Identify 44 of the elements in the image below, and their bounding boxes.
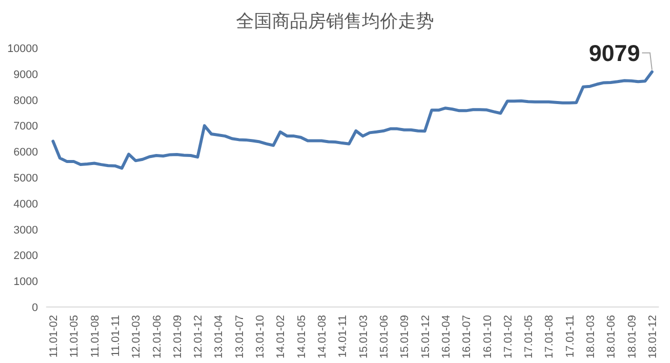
x-tick-label: 11.01-02: [48, 315, 60, 358]
x-tick-label: 11.01-08: [89, 315, 102, 358]
y-tick-label: 9000: [14, 68, 38, 81]
x-tick-label: 13.01-07: [234, 315, 246, 358]
x-tick-label: 13.01-10: [254, 315, 267, 358]
x-tick-label: 14.01-05: [296, 315, 308, 358]
x-tick-label: 14.01-11: [337, 315, 350, 358]
x-tick-label: 14.01-08: [316, 315, 329, 358]
x-tick-label: 18.01-06: [606, 315, 618, 358]
x-tick-label: 18.01-09: [626, 315, 638, 358]
annotation: 9079: [588, 40, 640, 66]
y-tick-label: 3000: [14, 224, 38, 236]
x-tick-label: 17.01-11: [564, 315, 576, 358]
x-tick-label: 15.01-12: [420, 315, 432, 358]
chart-title: 全国商品房销售均价走势: [236, 11, 434, 31]
y-tick-label: 5000: [14, 172, 38, 184]
x-tick-label: 17.01-02: [502, 315, 514, 358]
x-tick-label: 18.01-12: [647, 315, 659, 358]
y-tick-label: 1000: [14, 276, 38, 288]
y-tick-label: 8000: [14, 94, 38, 107]
x-tick-label: 18.01-03: [585, 315, 598, 358]
x-tick-label: 13.01-04: [213, 315, 226, 358]
x-tick-label: 12.01-12: [192, 315, 205, 358]
x-tick-label: 11.01-05: [68, 315, 81, 358]
x-tick-label: 15.01-06: [378, 315, 390, 358]
y-tick-label: 2000: [14, 250, 38, 262]
x-tick-label: 12.01-09: [172, 315, 184, 358]
x-tick-label: 16.01-10: [482, 315, 494, 358]
x-tick-label: 14.01-02: [275, 315, 288, 358]
x-tick-label: 17.01-05: [523, 315, 536, 358]
x-tick-label: 15.01-03: [358, 315, 370, 358]
x-tick-label: 11.01-11: [110, 315, 122, 357]
y-tick-label: 7000: [14, 120, 38, 133]
x-tick-label: 16.01-07: [461, 315, 474, 358]
line-series: [52, 70, 654, 170]
y-tick-label: 0: [32, 302, 38, 314]
x-tick-label: 12.01-06: [151, 315, 164, 358]
x-tick-label: 16.01-04: [440, 315, 452, 358]
x-tick-label: 15.01-09: [399, 315, 412, 358]
x-tick-label: 17.01-08: [544, 315, 556, 358]
y-tick-label: 4000: [14, 198, 38, 210]
y-tick-label: 6000: [14, 146, 38, 159]
x-tick-label: 12.01-03: [130, 315, 143, 358]
y-tick-label: 10000: [7, 43, 38, 55]
